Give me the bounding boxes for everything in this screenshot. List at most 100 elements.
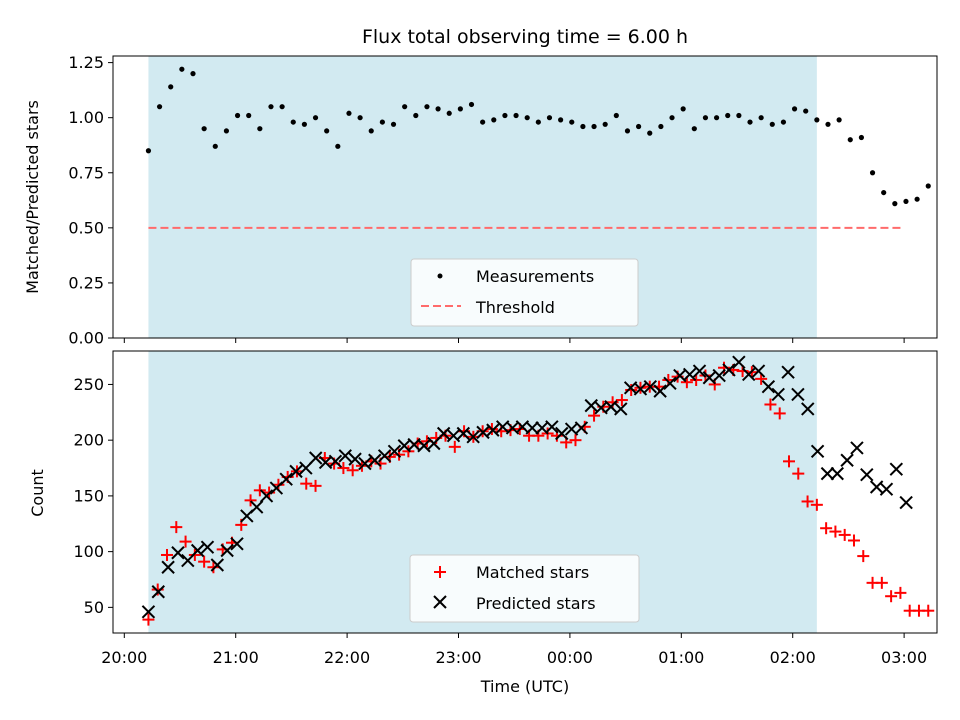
- predicted-point: [476, 425, 490, 440]
- x-axis-label: Time (UTC): [480, 677, 569, 696]
- bottom-legend-box: [409, 554, 640, 623]
- predicted-point: [289, 464, 303, 479]
- y-tick-label: 0.50: [68, 218, 104, 237]
- bottom-x-ticks: 20:00 21:00 22:00 23:00 00:00 01:00 02:00 03:00: [101, 633, 927, 667]
- predicted-point: [328, 454, 343, 469]
- predicted-point: [781, 365, 795, 379]
- predicted-point: [161, 560, 175, 574]
- top-axes-frame: [112, 55, 938, 339]
- measurement-point: [825, 121, 831, 127]
- measurement-point: [881, 189, 887, 196]
- matched-point: [309, 479, 322, 492]
- measurement-point: [658, 123, 664, 130]
- measurement-point: [413, 112, 419, 119]
- matched-point: [829, 525, 842, 538]
- measurement-point: [591, 123, 597, 130]
- matched-point: [801, 495, 814, 508]
- predicted-point: [210, 558, 225, 572]
- predicted-point: [879, 482, 894, 496]
- matched-point: [346, 464, 359, 477]
- predicted-point: [456, 426, 471, 441]
- measurement-point: [402, 104, 408, 110]
- matched-point: [569, 434, 582, 447]
- measurement-point: [769, 121, 775, 127]
- predicted-point: [614, 402, 628, 416]
- measurement-point: [424, 104, 430, 110]
- matched-point: [402, 445, 415, 458]
- measurement-point: [212, 143, 218, 149]
- predicted-point: [417, 439, 431, 453]
- predicted-point: [742, 367, 756, 382]
- predicted-point: [633, 382, 648, 396]
- x-tick-label: 22:00: [324, 648, 370, 667]
- predicted-point: [584, 398, 598, 413]
- predicted-point: [751, 364, 766, 378]
- measurement-point: [892, 201, 898, 207]
- bottom-ylabel: Count: [28, 469, 47, 517]
- legend-matched-marker: [434, 566, 446, 578]
- predicted-point: [446, 429, 461, 443]
- measurement-point: [179, 66, 185, 72]
- predicted-point: [722, 363, 736, 377]
- measurement-point: [758, 115, 764, 121]
- matched-point: [820, 522, 833, 535]
- measurement-point: [502, 112, 508, 119]
- measurement-point: [736, 112, 742, 119]
- predicted-point: [899, 495, 913, 510]
- measurement-point: [535, 119, 541, 125]
- x-tick-label: 01:00: [658, 648, 704, 667]
- top-legend: Measurements Threshold: [410, 258, 639, 327]
- predicted-point: [682, 367, 697, 382]
- matched-point: [142, 613, 155, 626]
- top-ylabel: Matched/Predicted stars: [23, 100, 42, 294]
- predicted-point: [889, 462, 904, 476]
- predicted-point: [830, 466, 844, 481]
- predicted-point: [466, 430, 480, 444]
- matched-point: [448, 440, 461, 453]
- matched-point: [588, 409, 601, 422]
- legend-measurements-marker: [437, 273, 443, 279]
- measurement-point: [457, 106, 463, 112]
- measurement-point: [836, 117, 842, 123]
- y-tick-label: 100: [73, 542, 104, 561]
- predicted-point: [712, 368, 726, 383]
- measurement-point: [713, 115, 720, 121]
- x-tick-label: 03:00: [881, 648, 927, 667]
- measurement-point: [903, 198, 909, 205]
- measurement-point: [524, 115, 530, 121]
- predicted-point: [791, 387, 805, 402]
- y-tick-label: 250: [73, 375, 104, 394]
- legend-predicted-marker: [433, 595, 447, 609]
- predicted-point: [653, 384, 667, 398]
- measurement-point: [312, 115, 319, 121]
- measurement-point: [390, 121, 397, 127]
- measurement-point: [725, 112, 731, 119]
- predicted-point: [230, 537, 244, 551]
- top-legend-box: [410, 258, 639, 327]
- predicted-point: [368, 453, 382, 467]
- predicted-point: [141, 605, 156, 619]
- measurement-point: [446, 110, 452, 116]
- y-tick-label: 1.00: [68, 108, 104, 127]
- measurement-point: [647, 130, 653, 136]
- predicted-point: [545, 420, 559, 434]
- measurement-point: [246, 112, 252, 119]
- predicted-point: [771, 387, 785, 402]
- y-tick-label: 0.00: [68, 329, 104, 348]
- top-y-ticks: 0.00 0.25 0.50 0.75 1.00 1.25: [68, 53, 113, 348]
- measurement-point: [290, 119, 296, 125]
- measurement-point: [914, 196, 920, 202]
- predicted-point: [190, 543, 205, 558]
- matched-point: [699, 369, 712, 382]
- measurement-point: [491, 117, 497, 123]
- predicted-point: [525, 421, 539, 435]
- measurement-point: [335, 143, 341, 149]
- measurement-point: [869, 170, 876, 176]
- predicted-point: [692, 364, 707, 378]
- predicted-point: [850, 441, 864, 455]
- matched-point: [792, 467, 805, 480]
- matched-point: [847, 534, 860, 547]
- predicted-point: [604, 400, 618, 414]
- predicted-point: [643, 379, 658, 394]
- predicted-point: [338, 449, 352, 463]
